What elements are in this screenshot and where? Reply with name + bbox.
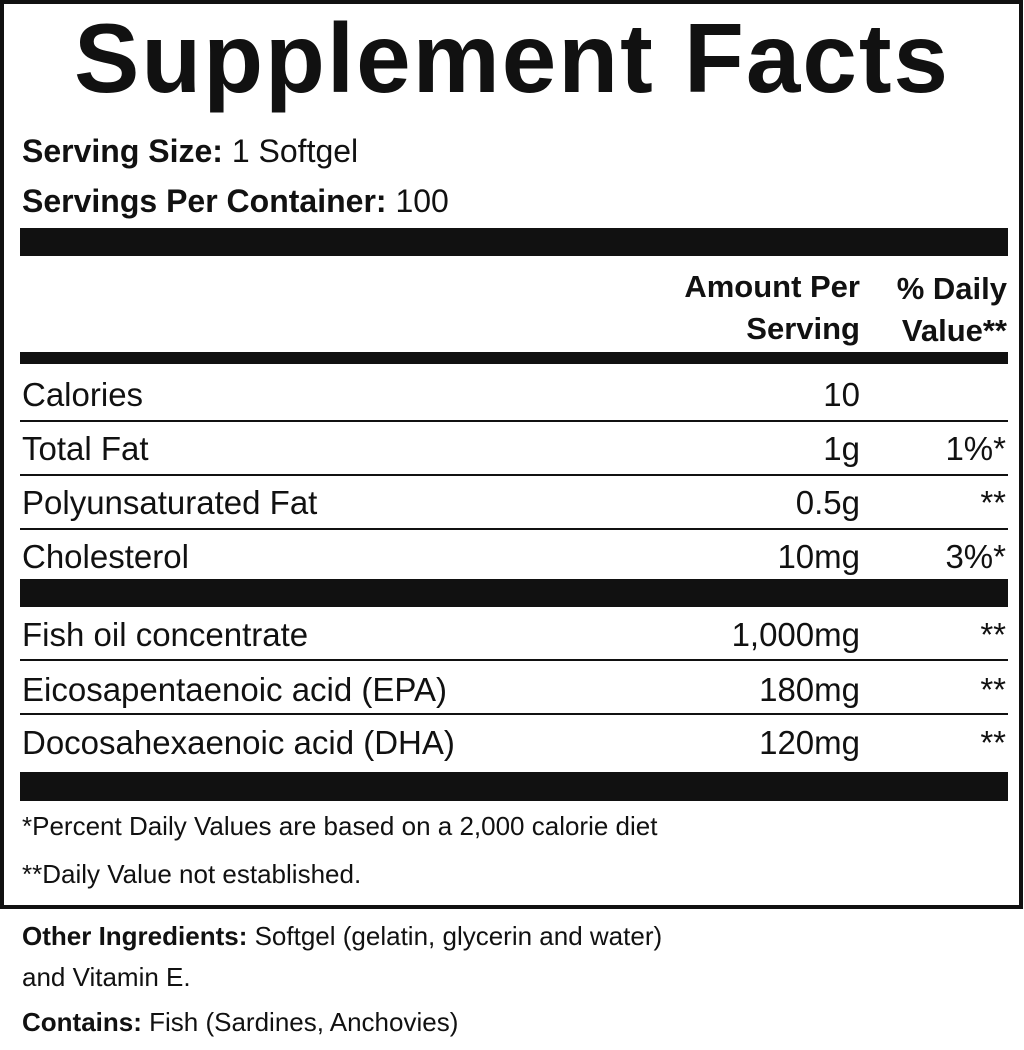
page-title: Supplement Facts [73,3,951,113]
divider-medium [20,352,1008,364]
divider [20,659,1008,661]
servings-per-container: Servings Per Container: 100 [22,183,449,219]
divider [20,528,1008,530]
serving-size: Serving Size: 1 Softgel [22,133,359,169]
daily-value-header: % Daily Value** [896,271,1007,348]
facts-panel-border [0,0,1023,909]
amount-per-serving-header: Amount Per Serving [684,269,860,346]
footnote: **Daily Value not established. [22,859,362,889]
table-row: Polyunsaturated Fat 0.5g ** [22,484,1006,521]
divider [20,713,1008,715]
table-row: Eicosapentaenoic acid (EPA) 180mg ** [22,671,1006,708]
other-ingredients-line2: and Vitamin E. [22,962,191,992]
contains: Contains: Fish (Sardines, Anchovies) [22,1007,459,1037]
divider-thick [20,772,1008,801]
divider-thick [20,228,1008,256]
divider-thick [20,579,1008,607]
other-ingredients: Other Ingredients: Softgel (gelatin, gly… [22,921,663,951]
table-row: Cholesterol 10mg 3%* [22,538,1006,575]
table-row: Docosahexaenoic acid (DHA) 120mg ** [22,724,1006,761]
divider [20,474,1008,476]
table-row: Fish oil concentrate 1,000mg ** [22,616,1006,653]
table-row: Calories 10 [22,376,860,413]
footnote: *Percent Daily Values are based on a 2,0… [22,811,658,841]
table-row: Total Fat 1g 1%* [22,430,1006,467]
divider [20,420,1008,422]
